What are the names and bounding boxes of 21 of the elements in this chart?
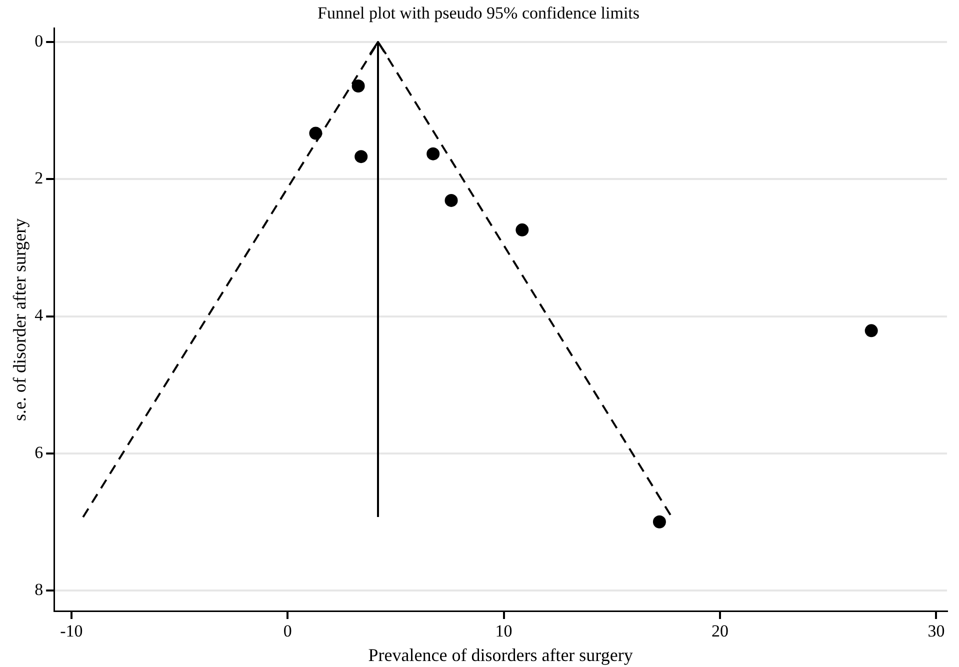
y-tick-label: 8 (34, 580, 44, 599)
x-tick-label: 20 (711, 622, 728, 641)
y-tick-label: 0 (34, 32, 44, 51)
y-tick-label: 2 (34, 168, 44, 188)
x-tick-label: 30 (928, 622, 945, 641)
x-tick-label: -10 (60, 622, 83, 641)
y-axis-title: s.e. of disorder after surgery (10, 218, 30, 422)
point (354, 150, 368, 164)
point (426, 147, 440, 160)
x-tick-label: 0 (283, 622, 292, 641)
y-tick-label: 4 (34, 306, 44, 325)
point (864, 324, 878, 338)
point (309, 126, 322, 140)
point (444, 194, 458, 207)
x-axis-title: Prevalence of disorders after surgery (368, 644, 633, 665)
x-tick-label: 10 (495, 622, 512, 641)
point (352, 79, 365, 92)
point (516, 223, 529, 236)
chart-title: Funnel plot with pseudo 95% confidence limits (317, 4, 640, 23)
y-tick-label: 6 (34, 442, 44, 462)
point (652, 515, 666, 528)
